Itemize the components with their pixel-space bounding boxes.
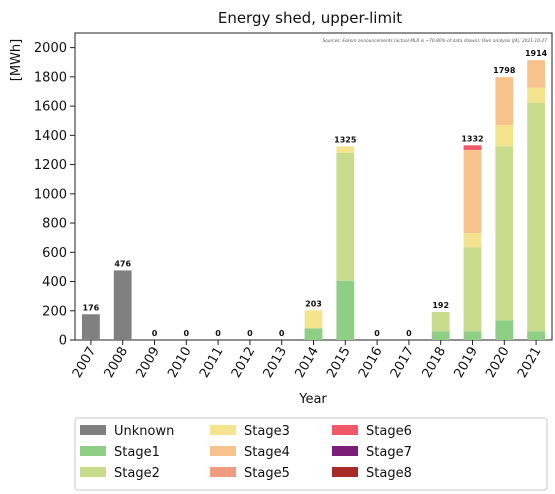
x-tick-label-2019: 2019 — [451, 345, 481, 381]
legend-label-stage8: Stage8 — [366, 466, 412, 481]
legend-swatch-stage6 — [332, 425, 358, 435]
y-tick-label-1800: 1800 — [34, 70, 67, 85]
data-label-2016: 0 — [374, 329, 380, 338]
y-tick-label-2000: 2000 — [34, 41, 67, 56]
x-axis-label: Year — [298, 392, 327, 407]
x-tick-label-2012: 2012 — [229, 345, 259, 381]
legend-swatch-stage2 — [80, 467, 106, 477]
data-label-2020: 1798 — [493, 66, 516, 75]
y-tick-label-400: 400 — [42, 275, 67, 290]
x-tick-label-2010: 2010 — [165, 345, 195, 381]
chart-title: Energy shed, upper-limit — [218, 9, 402, 27]
bar-stage1-2018 — [431, 331, 450, 340]
data-label-2015: 1325 — [334, 135, 357, 144]
x-tick-label-2013: 2013 — [261, 345, 291, 381]
bar-stage6-2019 — [463, 145, 482, 150]
legend-label-stage7: Stage7 — [366, 445, 412, 460]
bar-stage3-2019 — [463, 233, 482, 248]
x-tick-label-2007: 2007 — [70, 345, 100, 381]
bar-stage3-2014 — [304, 310, 323, 329]
bar-stage1-2019 — [463, 331, 482, 340]
y-tick-label-1600: 1600 — [34, 100, 67, 115]
legend-swatch-stage3 — [210, 425, 236, 435]
y-tick-label-0: 0 — [59, 334, 67, 349]
x-tick-label-2018: 2018 — [420, 345, 450, 381]
legend-swatch-unknown — [80, 425, 106, 435]
x-tick-label-2015: 2015 — [324, 345, 354, 381]
bar-stage1-2014 — [304, 328, 323, 340]
x-tick-label-2008: 2008 — [102, 345, 132, 381]
y-axis: 0 200 400 600 800 1000 1200 1400 1600 1800 2000 — [34, 41, 75, 349]
legend-swatch-stage8 — [332, 467, 358, 477]
legend-swatch-stage4 — [210, 446, 236, 456]
bar-stage4-2020 — [495, 77, 514, 126]
bar-stage1-2021 — [527, 331, 546, 340]
legend-box — [74, 417, 548, 491]
x-tick-label-2017: 2017 — [388, 345, 418, 381]
legend-label-stage3: Stage3 — [244, 424, 290, 439]
legend-swatch-stage7 — [332, 446, 358, 456]
y-tick-label-1400: 1400 — [34, 129, 67, 144]
legend-label-stage1: Stage1 — [114, 445, 160, 460]
legend-swatch-stage5 — [210, 467, 236, 477]
bars-layer — [82, 60, 546, 340]
legend-label-stage4: Stage4 — [244, 445, 290, 460]
y-tick-label-1200: 1200 — [34, 158, 67, 173]
legend-label-stage5: Stage5 — [244, 466, 290, 481]
bar-stage2-2020 — [495, 146, 514, 321]
x-axis: 2007 2008 2009 2010 2011 2012 2013 2014 2015 2016… — [70, 340, 545, 381]
y-tick-label-1000: 1000 — [34, 187, 67, 202]
bar-stage2-2019 — [463, 247, 482, 332]
data-label-2012: 0 — [247, 329, 253, 338]
source-note: Sources: Eskom announcements (actual MLR… — [322, 38, 547, 44]
data-label-2007: 176 — [83, 303, 100, 312]
bar-stage1-2015 — [336, 280, 355, 340]
x-tick-label-2021: 2021 — [515, 345, 545, 381]
data-label-2011: 0 — [215, 329, 221, 338]
x-tick-label-2014: 2014 — [292, 345, 322, 381]
data-label-2009: 0 — [152, 329, 158, 338]
bar-unknown-2007 — [82, 314, 100, 340]
y-tick-label-200: 200 — [42, 304, 67, 319]
bar-stage4-2019 — [463, 149, 482, 234]
bar-stage2-2021 — [527, 102, 546, 332]
data-label-2010: 0 — [184, 329, 190, 338]
bar-stage3-2015 — [336, 146, 355, 153]
bar-stage4-2021 — [527, 60, 546, 88]
x-tick-label-2011: 2011 — [197, 345, 227, 381]
bar-stage1-2020 — [495, 320, 514, 340]
y-axis-label: [MWh] — [9, 39, 24, 81]
data-label-2014: 203 — [305, 299, 322, 308]
legend-swatch-stage1 — [80, 446, 106, 456]
bar-unknown-2008 — [113, 270, 132, 340]
legend-label-unknown: Unknown — [114, 424, 174, 439]
y-tick-label-800: 800 — [42, 217, 67, 232]
data-label-2018: 192 — [432, 301, 449, 310]
legend: Unknown Stage1 Stage2 Stage3 Stage4 Stage5 Sta… — [74, 417, 548, 491]
bar-stage3-2021 — [527, 87, 546, 103]
legend-label-stage2: Stage2 — [114, 466, 160, 481]
data-label-2021: 1914 — [525, 49, 548, 58]
bar-stage2-2018 — [431, 311, 450, 332]
data-labels-layer: 176 476 0 0 0 0 0 203 1325 0 0 192 1332 1798 1914 — [83, 49, 548, 338]
y-tick-label-600: 600 — [42, 246, 67, 261]
data-label-2013: 0 — [279, 329, 285, 338]
x-tick-label-2009: 2009 — [133, 345, 163, 381]
data-label-2017: 0 — [406, 329, 412, 338]
x-tick-label-2016: 2016 — [356, 345, 386, 381]
data-label-2008: 476 — [114, 259, 131, 268]
legend-label-stage6: Stage6 — [366, 424, 412, 439]
data-label-2019: 1332 — [461, 134, 483, 143]
x-tick-label-2020: 2020 — [483, 345, 513, 381]
bar-stage2-2015 — [336, 152, 355, 281]
bar-stage3-2020 — [495, 125, 514, 147]
